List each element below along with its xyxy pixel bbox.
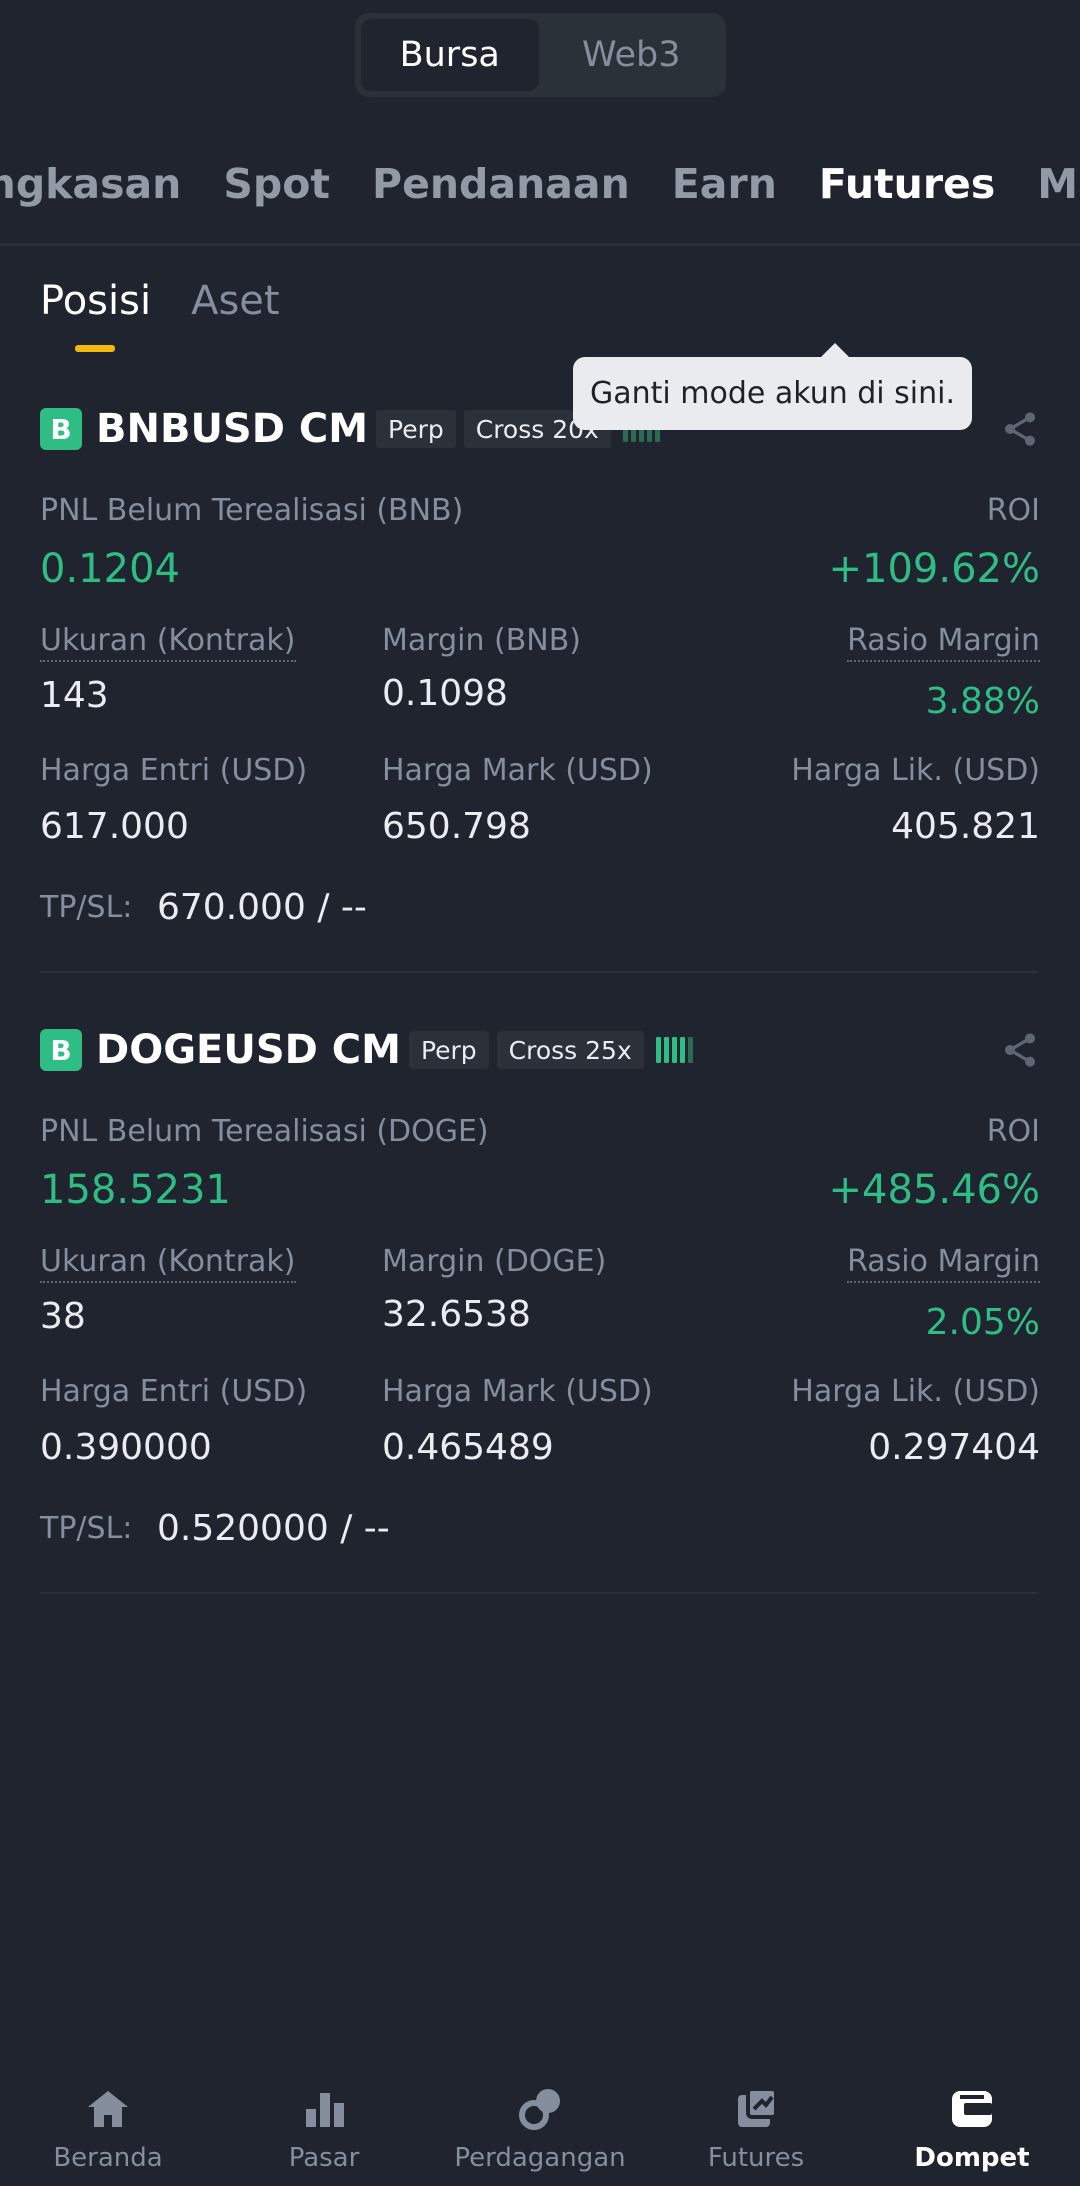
tab-pendanaan[interactable]: Pendanaan bbox=[372, 160, 630, 208]
nav-pasar[interactable]: Pasar bbox=[224, 2060, 424, 2173]
nav-label: Pasar bbox=[288, 2143, 360, 2173]
margin-value: 0.1098 bbox=[382, 673, 508, 714]
entry-price-label: Harga Entri (USD) bbox=[40, 753, 308, 788]
margin-ratio-value: 2.05% bbox=[925, 1302, 1040, 1343]
margin-ratio-label[interactable]: Rasio Margin bbox=[847, 623, 1040, 662]
share-icon[interactable] bbox=[1000, 409, 1040, 449]
tpsl-label: TP/SL: bbox=[40, 890, 133, 925]
position-header: B DOGEUSD CM Perp Cross 25x bbox=[40, 1024, 693, 1076]
wallet-icon bbox=[952, 2091, 992, 2127]
pnl-label: PNL Belum Terealisasi (BNB) bbox=[40, 493, 464, 528]
nav-label: Dompet bbox=[914, 2143, 1030, 2173]
nav-label: Futures bbox=[707, 2143, 805, 2173]
switch-bursa[interactable]: Bursa bbox=[361, 19, 539, 91]
size-value: 38 bbox=[40, 1296, 86, 1337]
size-value: 143 bbox=[40, 675, 109, 716]
size-label[interactable]: Ukuran (Kontrak) bbox=[40, 623, 296, 662]
tab-spot[interactable]: Spot bbox=[223, 160, 331, 208]
bottom-navigation: Beranda Pasar Perdagangan Futures bbox=[0, 2060, 1080, 2186]
nav-beranda[interactable]: Beranda bbox=[8, 2060, 208, 2173]
pnl-label: PNL Belum Terealisasi (DOGE) bbox=[40, 1114, 489, 1149]
size-label[interactable]: Ukuran (Kontrak) bbox=[40, 1244, 296, 1283]
margin-mode-chip[interactable]: Cross 25x bbox=[496, 1031, 644, 1069]
tab-ringkasan[interactable]: Ringkasan bbox=[0, 160, 182, 208]
divider bbox=[40, 1592, 1038, 1594]
roi-label: ROI bbox=[986, 1114, 1040, 1149]
nav-futures[interactable]: Futures bbox=[656, 2060, 856, 2173]
tpsl-value[interactable]: 0.520000 / -- bbox=[157, 1508, 390, 1549]
liq-price-value: 405.821 bbox=[891, 806, 1040, 847]
futures-subtabs: Posisi Aset bbox=[40, 278, 280, 324]
exchange-web3-switch: Bursa Web3 bbox=[355, 13, 726, 97]
position-symbol[interactable]: DOGEUSD CM bbox=[96, 1027, 401, 1073]
pnl-value: 0.1204 bbox=[40, 546, 180, 592]
tpsl-label: TP/SL: bbox=[40, 1511, 133, 1546]
active-subtab-indicator bbox=[75, 345, 115, 352]
margin-ratio-label[interactable]: Rasio Margin bbox=[847, 1244, 1040, 1283]
tab-futures[interactable]: Futures bbox=[818, 160, 996, 208]
divider bbox=[40, 971, 1038, 973]
subtab-aset[interactable]: Aset bbox=[191, 278, 280, 324]
margin-label: Margin (BNB) bbox=[382, 623, 582, 658]
mark-price-value: 650.798 bbox=[382, 806, 531, 847]
margin-label: Margin (DOGE) bbox=[382, 1244, 607, 1279]
margin-ratio-value: 3.88% bbox=[925, 681, 1040, 722]
nav-label: Beranda bbox=[53, 2143, 163, 2173]
nav-dompet[interactable]: Dompet bbox=[872, 2060, 1072, 2173]
roi-value: +109.62% bbox=[828, 546, 1040, 592]
position-card: B BNBUSD CM Perp Cross 20x PNL Belum Ter… bbox=[40, 403, 1040, 943]
tab-margin[interactable]: Margin bbox=[1037, 160, 1080, 208]
home-icon bbox=[88, 2091, 128, 2127]
share-icon[interactable] bbox=[1000, 1030, 1040, 1070]
liq-price-label: Harga Lik. (USD) bbox=[791, 1374, 1040, 1409]
mark-price-label: Harga Mark (USD) bbox=[382, 1374, 653, 1409]
coin-badge: B bbox=[40, 1029, 82, 1071]
entry-price-value: 0.390000 bbox=[40, 1427, 212, 1468]
mark-price-label: Harga Mark (USD) bbox=[382, 753, 653, 788]
nav-label: Perdagangan bbox=[454, 2143, 626, 2173]
position-header: B BNBUSD CM Perp Cross 20x bbox=[40, 403, 660, 455]
entry-price-label: Harga Entri (USD) bbox=[40, 1374, 308, 1409]
tpsl-value[interactable]: 670.000 / -- bbox=[157, 887, 367, 928]
wallet-category-tabs: Ringkasan Spot Pendanaan Earn Futures Ma… bbox=[0, 150, 1080, 246]
mark-price-value: 0.465489 bbox=[382, 1427, 554, 1468]
bar-chart-icon bbox=[306, 2093, 344, 2127]
entry-price-value: 617.000 bbox=[40, 806, 189, 847]
roi-label: ROI bbox=[986, 493, 1040, 528]
contract-type-chip: Perp bbox=[408, 1031, 489, 1069]
switch-web3[interactable]: Web3 bbox=[581, 35, 681, 75]
account-mode-tooltip[interactable]: Ganti mode akun di sini. bbox=[573, 343, 972, 430]
subtab-posisi[interactable]: Posisi bbox=[40, 278, 152, 324]
futures-icon bbox=[738, 2087, 778, 2127]
position-card: B DOGEUSD CM Perp Cross 25x PNL Belum Te… bbox=[40, 1024, 1040, 1564]
coin-badge: B bbox=[40, 408, 82, 450]
nav-perdagangan[interactable]: Perdagangan bbox=[440, 2060, 640, 2173]
roi-value: +485.46% bbox=[828, 1167, 1040, 1213]
liq-price-label: Harga Lik. (USD) bbox=[791, 753, 1040, 788]
trade-icon bbox=[519, 2089, 560, 2130]
position-symbol[interactable]: BNBUSD CM bbox=[96, 406, 369, 452]
liq-price-value: 0.297404 bbox=[868, 1427, 1040, 1468]
pnl-value: 158.5231 bbox=[40, 1167, 231, 1213]
adl-indicator-icon bbox=[655, 1035, 693, 1065]
contract-type-chip: Perp bbox=[376, 410, 456, 448]
margin-value: 32.6538 bbox=[382, 1294, 531, 1335]
tab-earn[interactable]: Earn bbox=[671, 160, 777, 208]
